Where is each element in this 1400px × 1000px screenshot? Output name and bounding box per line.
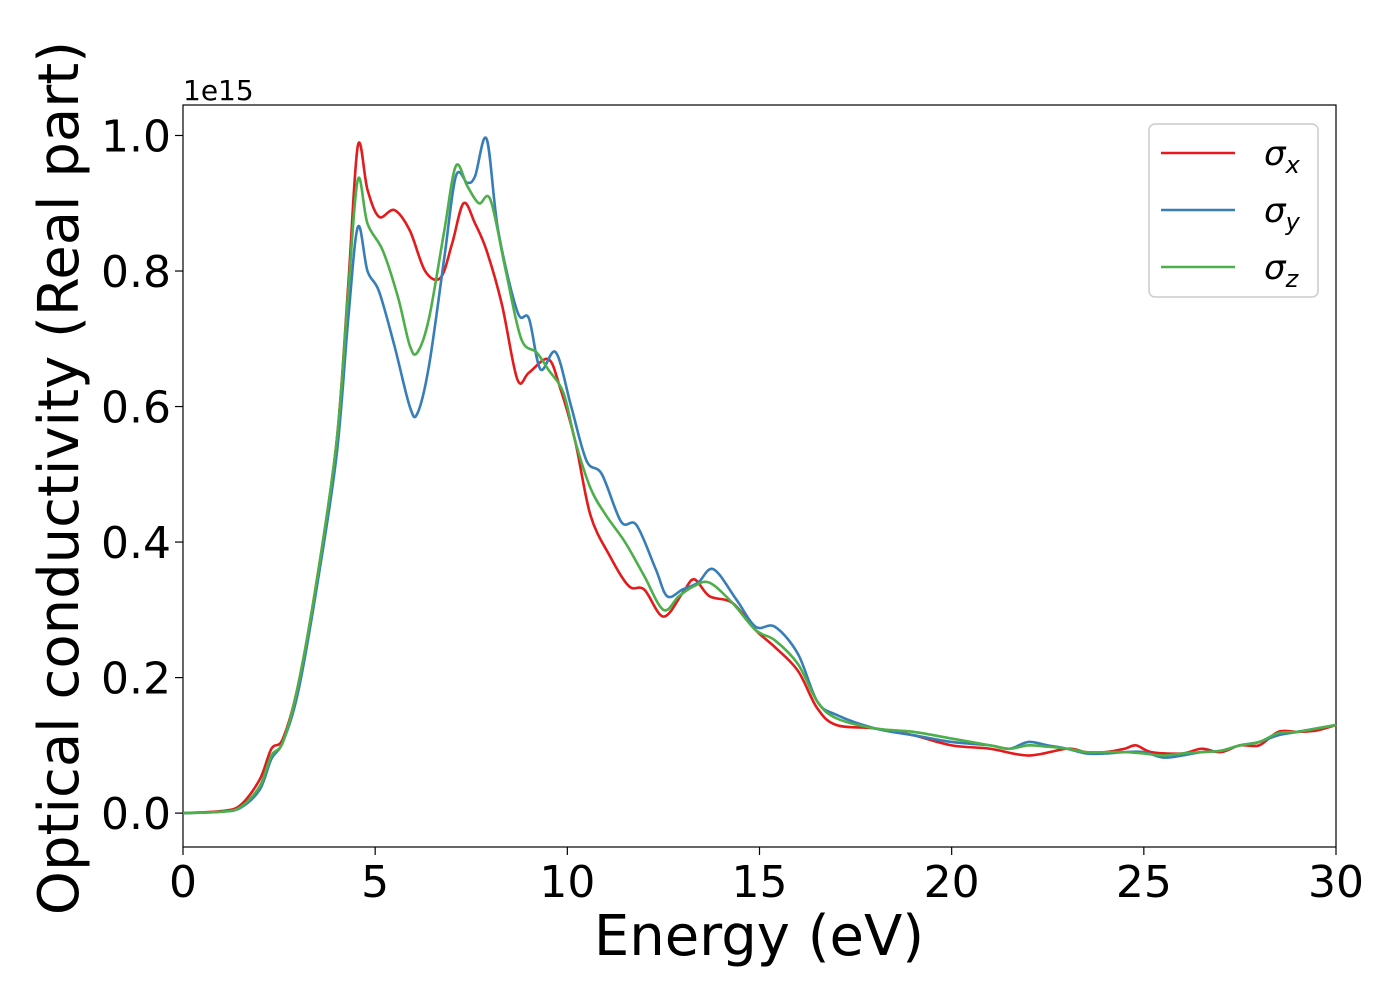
x-tick-label: 20 (924, 857, 980, 908)
y-offset-label: 1e15 (183, 74, 254, 107)
y-axis: 0.0 0.2 0.4 0.6 0.8 1.0 (101, 111, 183, 840)
y-tick-label: 0.6 (101, 383, 171, 434)
x-tick-label: 10 (539, 857, 595, 908)
x-tick-label: 25 (1116, 857, 1172, 908)
y-tick-label: 0.4 (101, 518, 171, 569)
x-tick-label: 5 (361, 857, 389, 908)
y-tick-label: 0.8 (101, 247, 171, 298)
x-tick-label: 15 (732, 857, 788, 908)
series-layer (182, 136, 1337, 815)
y-tick-label: 0.2 (101, 654, 171, 705)
x-tick-label: 0 (169, 857, 197, 908)
x-axis: 0 5 10 15 20 25 30 (169, 847, 1364, 908)
x-axis-label: Energy (eV) (594, 904, 924, 969)
x-tick-label: 30 (1308, 857, 1364, 908)
y-tick-label: 1.0 (101, 111, 171, 162)
series-line-z (182, 163, 1337, 815)
y-axis-label: Optical conductivity (Real part) (27, 41, 92, 915)
y-tick-label: 0.0 (101, 789, 171, 840)
